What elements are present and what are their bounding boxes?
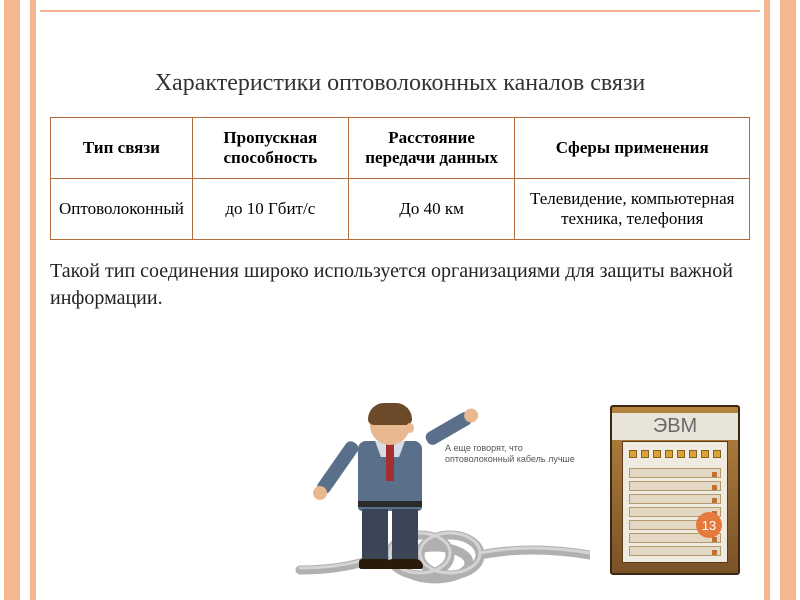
table-header-row: Тип связи Пропускная способность Расстоя… [51, 118, 750, 179]
col-type: Тип связи [51, 118, 193, 179]
col-distance: Расстояние передачи данных [348, 118, 515, 179]
cell-bandwidth: до 10 Гбит/с [192, 179, 348, 240]
cable-knot-icon [290, 515, 590, 585]
speech-text: А еще говорят, что оптоволоконный кабель… [445, 443, 585, 465]
characteristics-table: Тип связи Пропускная способность Расстоя… [50, 117, 750, 240]
col-bandwidth: Пропускная способность [192, 118, 348, 179]
slide-number-badge: 13 [696, 512, 722, 538]
slide-title: Характеристики оптоволоконных каналов св… [50, 70, 750, 97]
cell-applications: Телевидение, компьютерная техника, телеф… [515, 179, 750, 240]
top-divider [40, 10, 760, 12]
table-row: Оптоволоконный до 10 Гбит/с До 40 км Тел… [51, 179, 750, 240]
illustration: А еще говорят, что оптоволоконный кабель… [200, 395, 740, 585]
server-rack-icon: ЭВМ [610, 405, 740, 575]
col-applications: Сферы применения [515, 118, 750, 179]
server-label: ЭВМ [612, 413, 738, 440]
confused-man-icon [340, 405, 440, 575]
cell-distance: До 40 км [348, 179, 515, 240]
cell-type: Оптоволоконный [51, 179, 193, 240]
description-text: Такой тип соединения широко используется… [50, 258, 750, 312]
